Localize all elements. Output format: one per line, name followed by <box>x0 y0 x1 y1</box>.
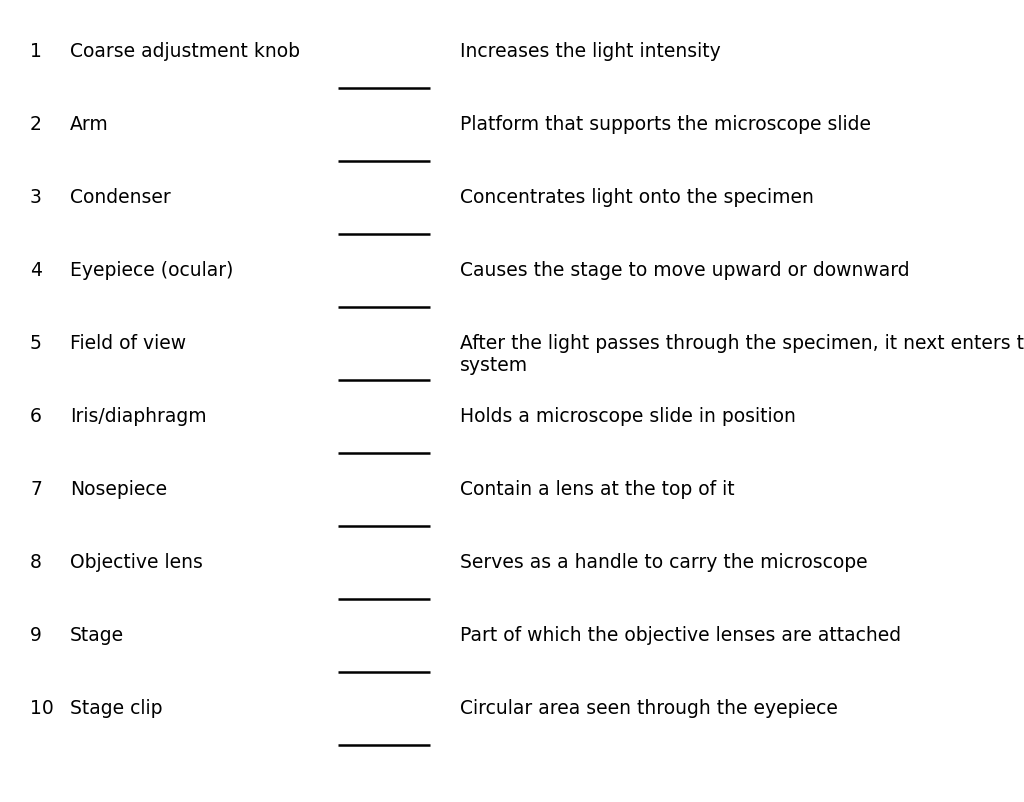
Text: Objective lens: Objective lens <box>70 553 203 571</box>
Text: 9: 9 <box>30 626 42 644</box>
Text: 5: 5 <box>30 334 42 353</box>
Text: 4: 4 <box>30 261 42 280</box>
Text: Stage: Stage <box>70 626 124 644</box>
Text: Circular area seen through the eyepiece: Circular area seen through the eyepiece <box>460 698 838 717</box>
Text: Contain a lens at the top of it: Contain a lens at the top of it <box>460 480 734 498</box>
Text: Holds a microscope slide in position: Holds a microscope slide in position <box>460 407 796 426</box>
Text: 8: 8 <box>30 553 42 571</box>
Text: 7: 7 <box>30 480 42 498</box>
Text: 1: 1 <box>30 42 42 61</box>
Text: Platform that supports the microscope slide: Platform that supports the microscope sl… <box>460 115 871 134</box>
Text: Stage clip: Stage clip <box>70 698 163 717</box>
Text: 10: 10 <box>30 698 53 717</box>
Text: Concentrates light onto the specimen: Concentrates light onto the specimen <box>460 188 814 207</box>
Text: Arm: Arm <box>70 115 109 134</box>
Text: Part of which the objective lenses are attached: Part of which the objective lenses are a… <box>460 626 901 644</box>
Text: 2: 2 <box>30 115 42 134</box>
Text: Iris/diaphragm: Iris/diaphragm <box>70 407 207 426</box>
Text: 6: 6 <box>30 407 42 426</box>
Text: Nosepiece: Nosepiece <box>70 480 167 498</box>
Text: Increases the light intensity: Increases the light intensity <box>460 42 721 61</box>
Text: Eyepiece (ocular): Eyepiece (ocular) <box>70 261 233 280</box>
Text: Condenser: Condenser <box>70 188 171 207</box>
Text: After the light passes through the specimen, it next enters this lens
system: After the light passes through the speci… <box>460 334 1024 375</box>
Text: Field of view: Field of view <box>70 334 186 353</box>
Text: Serves as a handle to carry the microscope: Serves as a handle to carry the microsco… <box>460 553 867 571</box>
Text: Coarse adjustment knob: Coarse adjustment knob <box>70 42 300 61</box>
Text: Causes the stage to move upward or downward: Causes the stage to move upward or downw… <box>460 261 909 280</box>
Text: 3: 3 <box>30 188 42 207</box>
